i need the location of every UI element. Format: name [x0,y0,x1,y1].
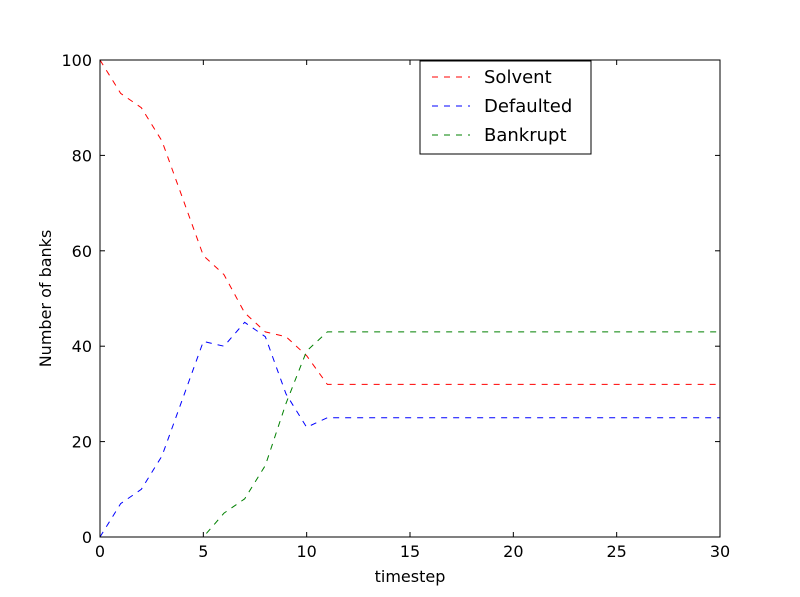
series-lines [99,59,720,538]
legend: Solvent Defaulted Bankrupt [419,60,592,155]
x-tick-label: 30 [710,542,730,561]
y-tick-label: 40 [72,337,92,356]
axis-ticks: 0 5 10 15 20 25 30 0 20 40 60 80 100 [61,51,730,561]
y-tick-label: 20 [72,433,92,452]
y-axis-label: Number of banks [36,230,55,368]
legend-label-bankrupt: Bankrupt [484,125,567,146]
x-tick-label: 10 [296,542,316,561]
series-line-bankrupt [100,331,720,538]
legend-label-solvent: Solvent [484,67,552,88]
x-tick-label: 20 [503,542,523,561]
y-tick-label: 100 [61,51,92,70]
legend-label-defaulted: Defaulted [484,96,572,117]
x-tick-label: 5 [198,542,208,561]
series-line-defaulted [99,321,720,538]
x-tick-label: 15 [400,542,420,561]
x-tick-label: 25 [606,542,626,561]
plot-area-frame [99,59,721,538]
series-line-solvent [99,59,720,385]
y-tick-label: 80 [72,146,92,165]
y-tick-label: 60 [72,242,92,261]
x-axis-label: timestep [375,567,446,586]
x-tick-label: 0 [95,542,105,561]
y-tick-label: 0 [82,528,92,547]
